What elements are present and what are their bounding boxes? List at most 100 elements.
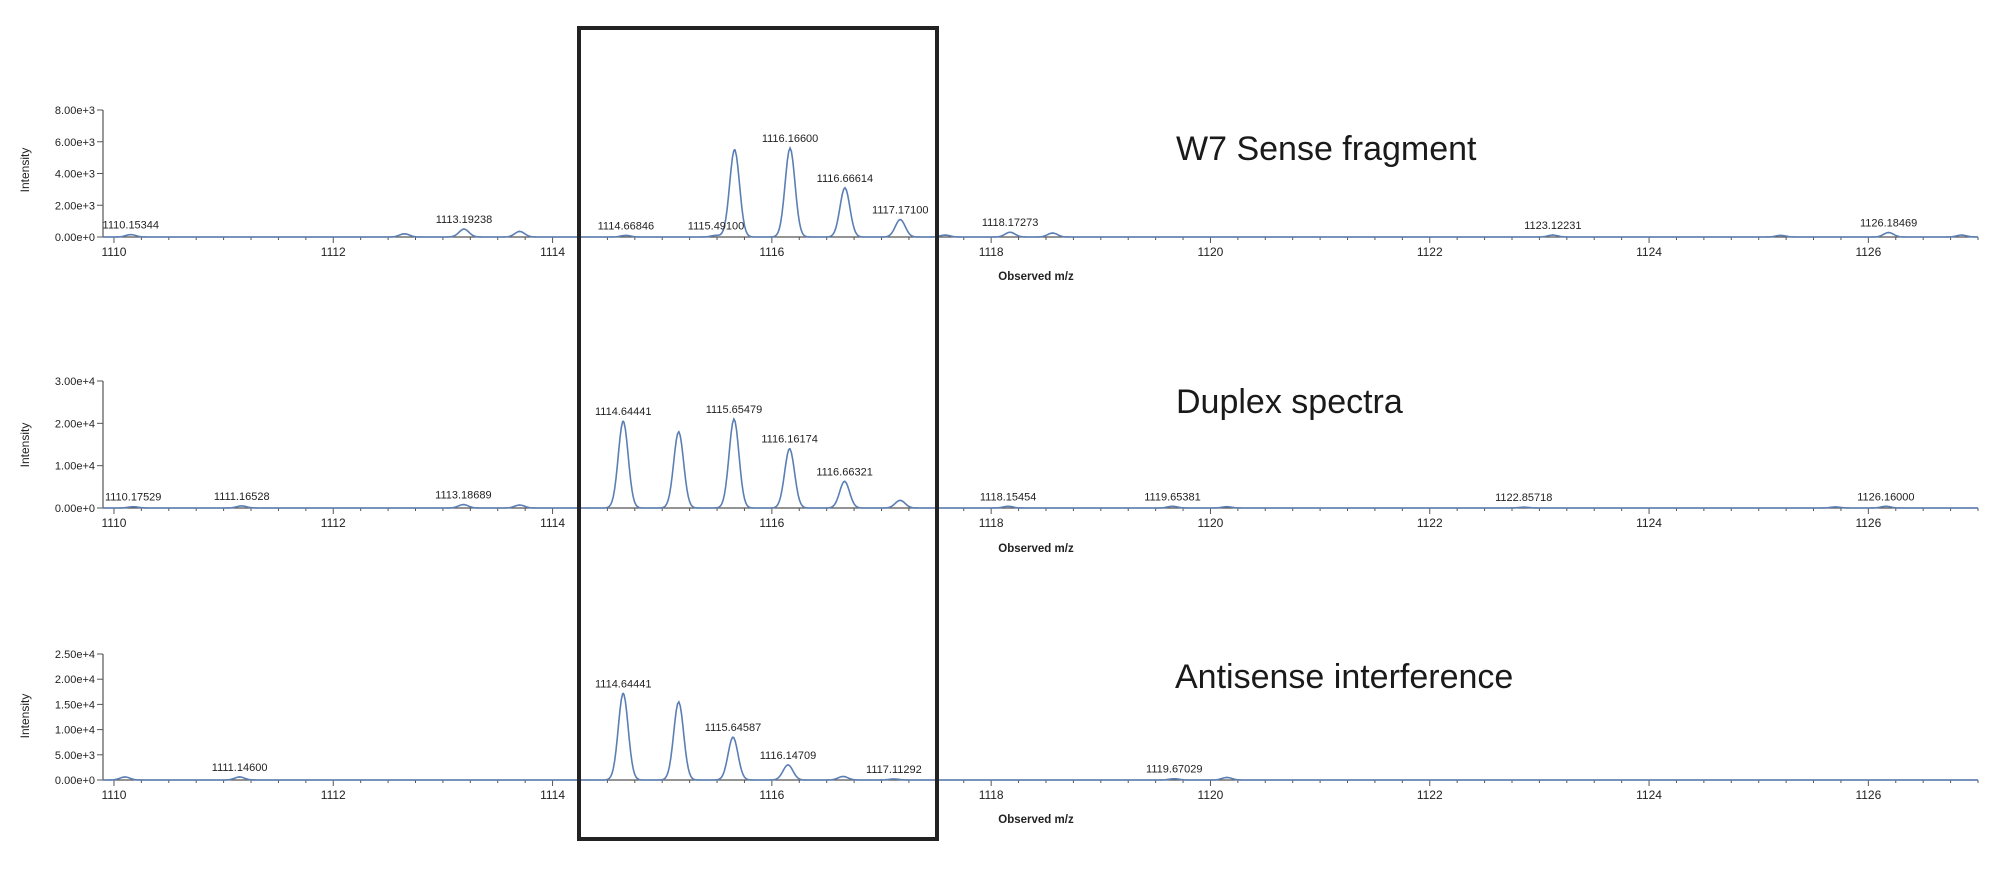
x-tick-label: 1124 — [1636, 245, 1662, 259]
y-tick-label: 1.00e+4 — [55, 461, 95, 473]
x-tick-label: 1122 — [1417, 516, 1443, 530]
panel-label-duplex-spectra: Duplex spectra — [1176, 383, 1403, 421]
peak-label: 1118.17273 — [982, 217, 1038, 229]
panel-label-sense-fragment: W7 Sense fragment — [1176, 130, 1477, 168]
peak-label: 1111.14600 — [212, 762, 268, 774]
y-axis-label: Intensity — [18, 423, 32, 468]
y-tick-label: 0.00e+0 — [55, 232, 95, 244]
peak-label: 1111.16528 — [214, 491, 270, 503]
peak-label: 1114.64441 — [595, 406, 651, 418]
peak-point — [733, 418, 735, 420]
peak-point — [842, 775, 844, 778]
x-tick-label: 1110 — [102, 245, 127, 259]
peak-label: 1114.64441 — [595, 678, 651, 690]
peak-point — [403, 233, 406, 235]
y-tick-label: 2.00e+4 — [55, 674, 95, 686]
y-tick-label: 0.00e+0 — [55, 775, 95, 787]
peak-point — [1226, 776, 1228, 779]
spectrum-trace — [103, 417, 1978, 509]
x-tick-label: 1116 — [759, 788, 784, 802]
peak-point — [1009, 231, 1011, 234]
peak-point — [124, 776, 126, 778]
peak-point — [899, 499, 901, 502]
peak-label: 1113.18689 — [435, 490, 491, 502]
peak-point — [1885, 505, 1887, 508]
peak-point — [622, 420, 625, 423]
isotope-cluster-highlight-box — [577, 26, 939, 841]
x-tick-label: 1114 — [540, 788, 565, 802]
x-tick-label: 1126 — [1855, 245, 1881, 259]
peak-point — [1834, 506, 1837, 508]
peak-point — [733, 148, 736, 151]
x-tick-label: 1112 — [321, 788, 346, 802]
peak-point — [625, 234, 627, 237]
peak-point — [677, 701, 680, 703]
peak-point — [1779, 234, 1782, 237]
peak-label: 1116.16600 — [762, 133, 818, 145]
peak-point — [677, 431, 680, 433]
y-axis-label: Intensity — [18, 694, 32, 739]
x-tick-label: 1126 — [1855, 788, 1881, 802]
x-tick-label: 1116 — [759, 245, 784, 259]
x-tick-label: 1110 — [102, 788, 127, 802]
peak-label: 1114.66846 — [598, 220, 654, 232]
x-tick-label: 1118 — [979, 245, 1004, 259]
x-axis-label: Observed m/z — [998, 271, 1074, 283]
y-tick-label: 2.00e+3 — [55, 200, 95, 212]
peak-point — [715, 234, 717, 237]
peak-point — [944, 234, 946, 236]
peak-point — [1173, 777, 1176, 780]
peak-point — [1051, 232, 1054, 234]
y-tick-label: 1.50e+4 — [55, 699, 95, 711]
y-tick-label: 2.50e+4 — [55, 649, 95, 661]
peak-label: 1126.18469 — [1860, 218, 1917, 230]
peak-point — [518, 230, 521, 233]
x-tick-label: 1122 — [1417, 788, 1443, 802]
peak-label: 1110.17529 — [105, 492, 161, 504]
peak-point — [732, 736, 734, 738]
x-axis-label: Observed m/z — [998, 814, 1074, 826]
x-axis-label: Observed m/z — [998, 543, 1074, 555]
peak-point — [788, 447, 791, 450]
peak-label: 1116.14709 — [760, 750, 816, 762]
peak-label: 1110.15344 — [103, 220, 159, 232]
peak-label: 1119.67029 — [1146, 764, 1202, 776]
peak-label: 1118.15454 — [980, 491, 1036, 503]
peak-point — [1887, 231, 1890, 234]
y-tick-label: 8.00e+3 — [55, 105, 95, 117]
y-tick-label: 5.00e+3 — [55, 750, 95, 762]
y-tick-label: 0.00e+0 — [55, 503, 95, 515]
x-tick-label: 1110 — [102, 516, 127, 530]
peak-label: 1116.16174 — [761, 434, 817, 446]
y-tick-label: 1.00e+4 — [55, 725, 95, 737]
peak-label: 1119.65381 — [1144, 491, 1200, 503]
y-tick-label: 4.00e+3 — [55, 169, 95, 181]
peak-point — [789, 147, 791, 149]
spectrum-trace — [103, 146, 1979, 238]
peak-point — [843, 480, 846, 483]
x-tick-label: 1112 — [321, 245, 346, 259]
peak-label: 1122.85718 — [1495, 492, 1552, 504]
peak-label: 1126.16000 — [1857, 491, 1914, 503]
x-tick-label: 1114 — [540, 245, 565, 259]
x-tick-label: 1118 — [979, 516, 1004, 530]
peak-point — [518, 504, 521, 506]
peak-point — [463, 228, 465, 230]
x-tick-label: 1112 — [321, 516, 346, 530]
y-tick-label: 6.00e+3 — [55, 137, 95, 149]
peak-point — [893, 778, 895, 780]
peak-point — [787, 764, 789, 766]
x-tick-label: 1118 — [979, 788, 1004, 802]
x-tick-label: 1124 — [1636, 516, 1662, 530]
peak-point — [1226, 505, 1228, 508]
peak-point — [462, 503, 465, 506]
y-tick-label: 3.00e+4 — [55, 376, 95, 388]
peak-point — [238, 776, 241, 778]
x-tick-label: 1120 — [1198, 245, 1224, 259]
peak-point — [1522, 506, 1525, 508]
y-tick-label: 2.00e+4 — [55, 418, 95, 430]
peak-label: 1117.11292 — [866, 764, 922, 776]
peak-point — [1960, 234, 1963, 236]
